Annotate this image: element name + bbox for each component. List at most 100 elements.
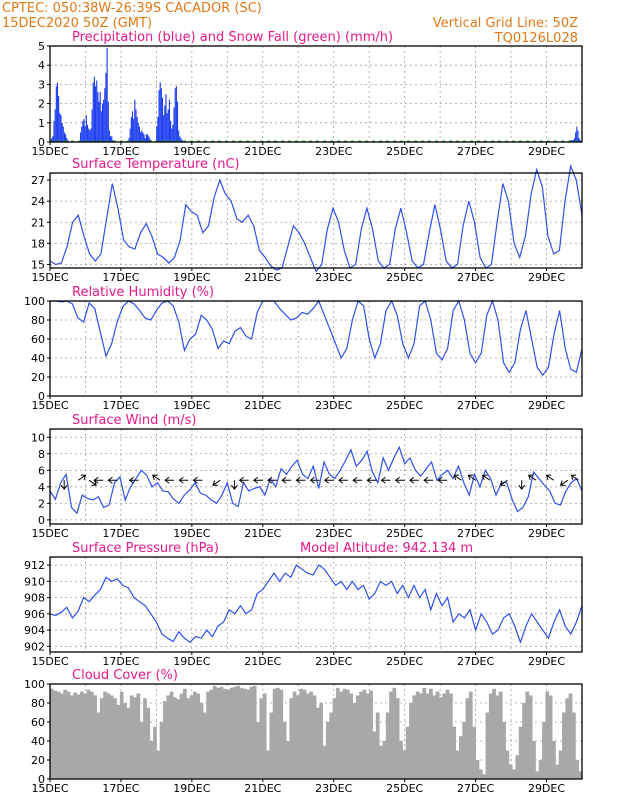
cloud-bar [292,691,297,779]
x-tick-label: 21DEC [244,527,281,540]
cloud-bar [186,698,191,779]
run-date: 15DEC2020 50Z (GMT) [2,16,153,31]
x-tick-label: 27DEC [457,527,494,540]
y-tick-label: 60 [31,333,45,346]
cloud-bar [96,712,101,779]
precip-bar [99,92,101,142]
cloud-bar [192,691,197,779]
cloud-bar [399,741,403,779]
precip-bar [174,88,176,142]
cloud-bar [76,694,81,779]
precip-bar [170,120,172,142]
cloud-bar [329,712,334,779]
x-tick-label: 29DEC [528,271,565,284]
precip-bar [107,101,109,142]
cloud-bar [432,695,437,779]
panel-1: Precipitation (blue) and Snow Fall (gree… [31,30,583,158]
precip-bar [168,99,171,142]
wind-arrow [267,476,277,484]
wind-arrow [212,479,221,486]
cloud-bar [545,691,550,779]
precip-bar [89,130,91,142]
cloud-bar [316,707,320,779]
cloud-bar [548,695,553,779]
precip-bar [97,92,99,142]
precip-bar [56,82,59,142]
y-tick-label: 6 [38,464,45,477]
precip-bar [63,132,66,142]
cloud-bar [522,703,526,779]
cloud-bar [382,741,387,779]
cloud-bar [53,690,58,779]
precip-bar [138,126,141,142]
cloud-bar [518,726,523,779]
cloud-bar [153,726,157,779]
y-tick-label: 100 [24,295,45,308]
cloud-bar [319,703,324,779]
precip-bar [61,122,63,142]
precip-bar [160,88,162,142]
x-tick-label: 29DEC [528,655,565,668]
precip-bar [149,138,151,142]
cloud-bar [535,771,540,779]
precip-bar [146,134,149,142]
cloud-bar [86,689,91,779]
cloud-bar [425,693,430,779]
precip-bar [145,134,147,142]
y-tick-label: 18 [31,237,45,250]
precip-bar [60,115,62,142]
cloud-bar [202,712,207,779]
precip-bar [164,105,166,142]
cloud-bar [232,686,237,779]
y-tick-label: 902 [24,640,45,653]
precip-bar [175,86,177,142]
precip-bar [112,140,114,142]
x-tick-label: 17DEC [102,271,139,284]
cloud-bar [296,695,300,779]
x-tick-label: 21DEC [244,271,281,284]
precip-bar [103,99,105,142]
x-tick-label: 23DEC [315,655,352,668]
cloud-bar [216,687,220,779]
precip-bar [180,138,182,142]
cloud-bar [402,750,407,779]
cloud-bar [502,722,506,779]
x-tick-label: 21DEC [244,655,281,668]
precip-bar [148,136,150,142]
x-tick-label: 17DEC [102,145,139,158]
panel-title: Surface Wind (m/s) [72,413,196,428]
cloud-bar [439,697,443,779]
cloud-bar [488,693,493,779]
cloud-bar [445,689,450,779]
precip-bar [59,113,61,142]
cloud-bar [455,750,460,779]
cloud-bar [538,760,543,779]
cloud-bar [395,698,400,779]
x-tick-label: 27DEC [457,145,494,158]
cloud-bar [206,691,210,779]
wind-arrow [559,479,569,486]
cloud-bar [129,695,134,779]
y-tick-label: 20 [31,371,45,384]
precip-bar [80,132,82,142]
wind-arrow [545,474,554,481]
x-tick-label: 29DEC [528,527,565,540]
y-tick-label: 40 [31,735,45,748]
grid-line-note: Vertical Grid Line: 50Z [432,16,578,31]
y-tick-label: 904 [24,624,45,637]
wind-arrow [352,476,363,484]
precip-bar [176,101,179,142]
x-tick-label: 23DEC [315,399,352,412]
cloud-bar [262,693,267,779]
x-tick-label: 15DEC [31,399,68,412]
y-tick-label: 15 [31,258,45,271]
cloud-bar [302,689,307,779]
precip-bar [166,113,168,142]
cloud-bar [136,693,141,779]
panel-4: Surface Wind (m/s) 0 2 4 6 8 10 15DEC 17DEC 19DEC… [31,413,583,540]
cloud-bar [352,703,357,779]
plot-frame [49,556,583,653]
series-line [49,163,583,273]
cloud-bar [199,703,204,779]
